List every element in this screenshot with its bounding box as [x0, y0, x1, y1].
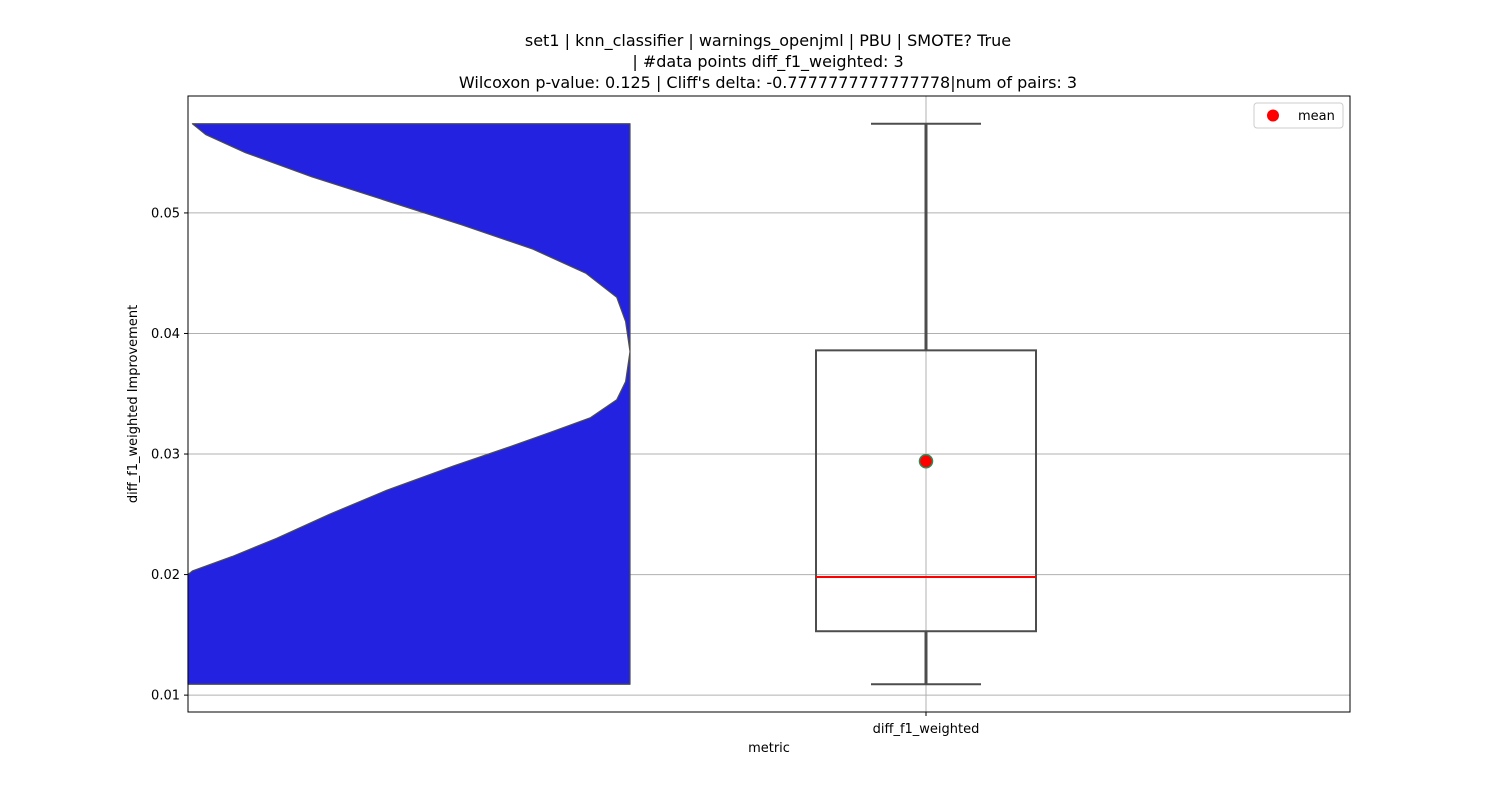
mean-marker: [918, 454, 934, 469]
y-tick-label: 0.04: [151, 327, 180, 342]
y-axis-label: diff_f1_weighted Improvement: [126, 305, 141, 503]
y-axis-ticks: 0.01 0.02 0.03 0.04 0.05: [151, 206, 188, 704]
x-axis-label: metric: [748, 741, 790, 756]
y-tick-label: 0.02: [151, 568, 180, 583]
y-tick-label: 0.03: [151, 448, 180, 463]
plot-frame: [187, 95, 1351, 713]
chart-title-line-3: Wilcoxon p-value: 0.125 | Cliff's delta:…: [459, 73, 1077, 92]
legend-label-mean: mean: [1298, 109, 1335, 124]
legend: mean: [1253, 102, 1344, 129]
legend-mean-marker-icon: [1267, 109, 1279, 122]
violin-half: [187, 123, 631, 685]
y-tick-label: 0.05: [151, 206, 180, 221]
chart-title-line-1: set1 | knn_classifier | warnings_openjml…: [525, 31, 1011, 51]
legend-box: [1253, 102, 1344, 129]
chart-title-line-2: | #data points diff_f1_weighted: 3: [632, 52, 903, 72]
box-plot: [815, 122, 1037, 686]
x-tick-label: diff_f1_weighted: [873, 722, 980, 737]
y-tick-label: 0.01: [151, 689, 180, 704]
iqr-box: [815, 349, 1037, 633]
